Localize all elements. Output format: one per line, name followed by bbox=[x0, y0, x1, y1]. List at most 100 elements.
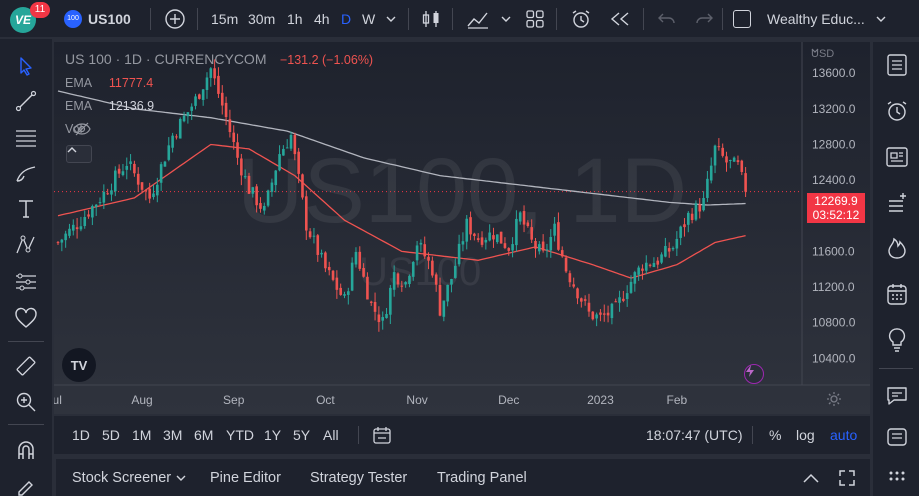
replay-button[interactable] bbox=[609, 0, 631, 38]
horizontal-lines-icon bbox=[16, 130, 36, 147]
volume-legend[interactable]: Vol bbox=[65, 122, 91, 136]
favorites-tool[interactable] bbox=[10, 303, 42, 333]
fib-tool[interactable] bbox=[10, 122, 42, 152]
ema-fast-legend[interactable]: EMA 11777.4 bbox=[65, 76, 153, 90]
currency-selector[interactable]: USD bbox=[811, 48, 834, 60]
range-5y[interactable]: 5Y bbox=[293, 427, 311, 443]
tab-stock-screener[interactable]: Stock Screener bbox=[72, 470, 172, 486]
candle-body bbox=[262, 205, 266, 211]
trendline-tool[interactable] bbox=[10, 86, 42, 116]
chart-legend-title[interactable]: US 100 · 1D · CURRENCYCOM bbox=[65, 51, 267, 67]
range-1d[interactable]: 1D bbox=[72, 427, 90, 443]
text-t-icon bbox=[19, 200, 33, 218]
layout-dropdown[interactable] bbox=[875, 0, 887, 38]
candle-body bbox=[625, 293, 629, 300]
interval-d[interactable]: D bbox=[341, 11, 352, 27]
range-1y[interactable]: 1Y bbox=[264, 427, 282, 443]
chart-settings-button[interactable] bbox=[826, 391, 846, 411]
hotlists-button[interactable] bbox=[882, 233, 912, 263]
candle-body bbox=[285, 147, 289, 149]
interval-1h[interactable]: 1h bbox=[287, 11, 303, 27]
clock-timezone[interactable]: 18:07:47 (UTC) bbox=[646, 427, 743, 443]
candle-body bbox=[564, 257, 568, 272]
candle-body bbox=[159, 164, 163, 183]
alert-button[interactable] bbox=[570, 0, 592, 38]
candle-body bbox=[125, 165, 129, 170]
symbol-search[interactable]: US100 bbox=[88, 11, 131, 27]
goto-date-button[interactable] bbox=[372, 416, 392, 454]
candle-countdown: 03:52:12 bbox=[812, 208, 860, 222]
interval-dropdown[interactable] bbox=[385, 0, 397, 38]
chats-button[interactable] bbox=[882, 380, 912, 410]
range-3m[interactable]: 3M bbox=[163, 427, 183, 443]
lock-tool[interactable] bbox=[10, 471, 42, 496]
notifications-button[interactable] bbox=[882, 422, 912, 452]
percent-toggle[interactable]: % bbox=[769, 427, 782, 443]
alerts-button[interactable] bbox=[882, 96, 912, 126]
help-button[interactable] bbox=[882, 464, 912, 494]
lightbulb-icon bbox=[888, 328, 906, 352]
interval-30m[interactable]: 30m bbox=[248, 11, 276, 27]
layout-name[interactable]: Wealthy Educ... bbox=[767, 11, 865, 27]
ruler-tool[interactable] bbox=[10, 351, 42, 381]
watchlist-button[interactable] bbox=[882, 50, 912, 80]
prediction-tool[interactable] bbox=[10, 267, 42, 297]
interval-w[interactable]: W bbox=[362, 11, 376, 27]
layout-checkbox[interactable] bbox=[733, 0, 751, 38]
range-1m[interactable]: 1M bbox=[132, 427, 152, 443]
zoom-tool[interactable] bbox=[10, 387, 42, 417]
news-button[interactable] bbox=[882, 142, 912, 172]
maximize-panel-button[interactable] bbox=[838, 459, 856, 496]
collapse-panel-button[interactable] bbox=[802, 459, 820, 496]
candle-body bbox=[411, 262, 415, 277]
indicators-button[interactable] bbox=[466, 0, 490, 38]
ideas-stream-button[interactable] bbox=[882, 188, 912, 218]
tab-pine-editor[interactable]: Pine Editor bbox=[210, 470, 281, 486]
price-chart[interactable]: US100, 1D US100 13600.0 13200.0 12800.0 12400… bbox=[54, 42, 870, 414]
calendar-button[interactable] bbox=[882, 279, 912, 309]
redo-button[interactable] bbox=[694, 0, 714, 38]
candle-body bbox=[308, 231, 312, 238]
undo-button[interactable] bbox=[657, 0, 677, 38]
stock-screener-dropdown[interactable] bbox=[175, 459, 187, 496]
templates-button[interactable] bbox=[525, 0, 545, 38]
lightning-button[interactable] bbox=[744, 364, 764, 384]
compare-add-button[interactable] bbox=[164, 0, 186, 38]
indicators-dropdown[interactable] bbox=[500, 0, 512, 38]
range-6m[interactable]: 6M bbox=[194, 427, 214, 443]
candle-body bbox=[644, 262, 648, 271]
range-ytd[interactable]: YTD bbox=[226, 427, 254, 443]
candle-body bbox=[732, 157, 736, 162]
text-tool[interactable] bbox=[10, 194, 42, 224]
pattern-tool[interactable] bbox=[10, 230, 42, 260]
candle-body bbox=[117, 168, 121, 174]
eye-crossed-icon[interactable] bbox=[73, 122, 91, 136]
candle-body bbox=[369, 301, 373, 303]
tradingview-logo[interactable]: TV bbox=[62, 348, 96, 382]
legend-collapse-button[interactable] bbox=[66, 145, 92, 163]
candle-body bbox=[79, 226, 83, 230]
zoom-in-icon bbox=[16, 392, 36, 412]
cursor-tool[interactable] bbox=[10, 51, 42, 81]
range-all[interactable]: All bbox=[323, 427, 339, 443]
candle-body bbox=[457, 243, 461, 265]
log-toggle[interactable]: log bbox=[796, 427, 815, 443]
watermark-symbol-small: US100 bbox=[359, 250, 481, 294]
ideas-button[interactable] bbox=[882, 325, 912, 355]
chart-type-button[interactable] bbox=[421, 0, 441, 38]
candle-body bbox=[583, 299, 587, 301]
range-5d[interactable]: 5D bbox=[102, 427, 120, 443]
interval-4h[interactable]: 4h bbox=[314, 11, 330, 27]
magnet-tool[interactable] bbox=[10, 435, 42, 465]
symbol-badge: 100 bbox=[64, 10, 82, 28]
auto-toggle[interactable]: auto bbox=[830, 427, 858, 443]
tab-trading-panel[interactable]: Trading Panel bbox=[437, 470, 527, 486]
ema-slow-legend[interactable]: EMA 12136.9 bbox=[65, 99, 154, 113]
brush-tool[interactable] bbox=[10, 159, 42, 189]
divider bbox=[408, 8, 409, 30]
interval-15m[interactable]: 15m bbox=[211, 11, 239, 27]
candle-body bbox=[251, 187, 255, 194]
candle-body bbox=[347, 291, 350, 295]
tab-strategy-tester[interactable]: Strategy Tester bbox=[310, 470, 408, 486]
chart-pane[interactable]: US100, 1D US100 13600.0 13200.0 12800.0 12400… bbox=[54, 42, 870, 414]
